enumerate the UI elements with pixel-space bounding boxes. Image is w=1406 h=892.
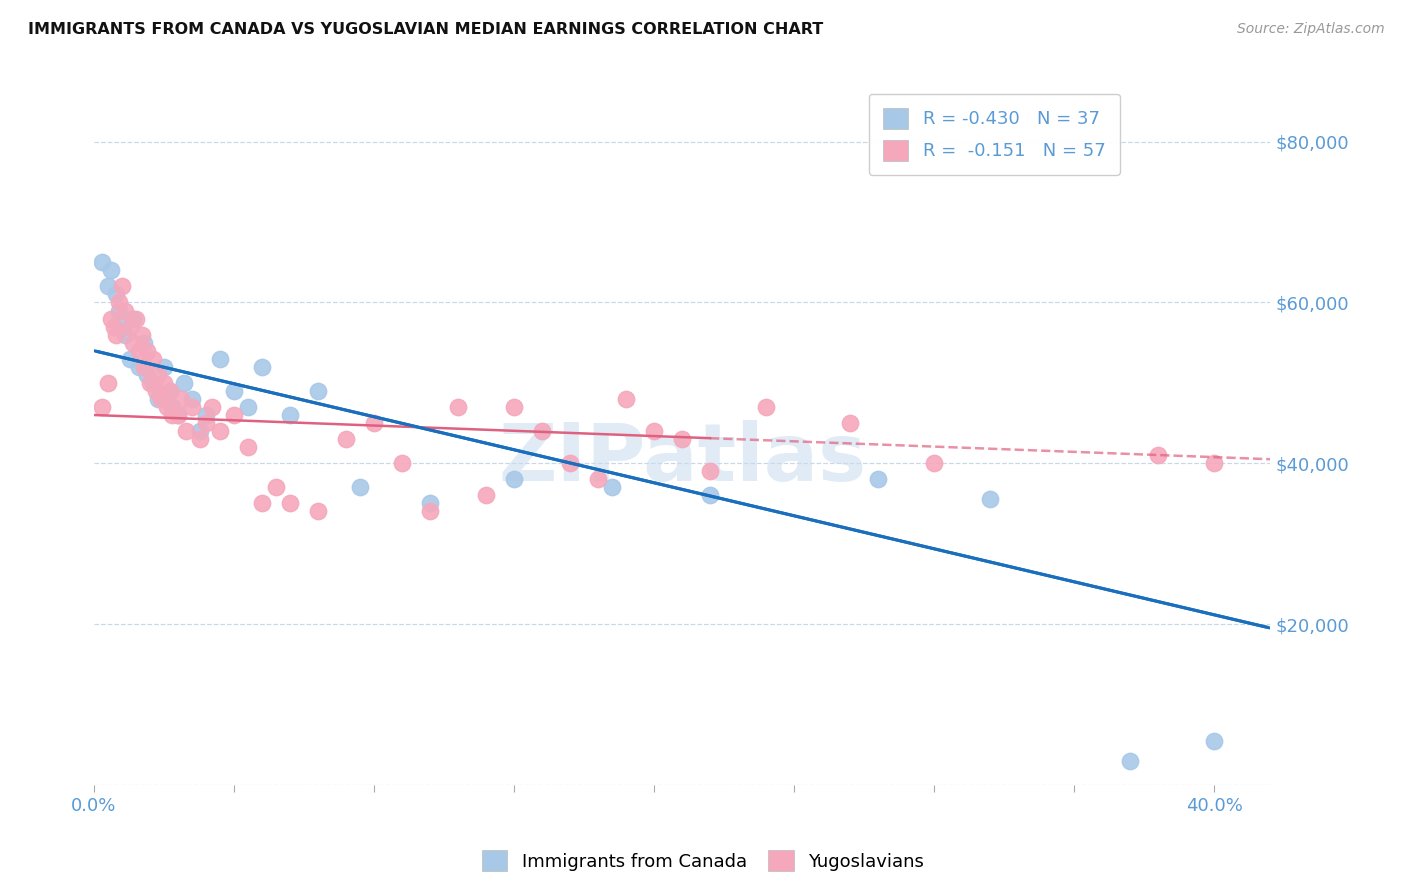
Text: ZIPatlas: ZIPatlas [498, 420, 866, 499]
Point [162, 400, 184, 414]
Point [839, 416, 862, 430]
Point [236, 400, 259, 414]
Legend: Immigrants from Canada, Yugoslavians: Immigrants from Canada, Yugoslavians [475, 843, 931, 879]
Point [111, 279, 134, 293]
Point [170, 392, 193, 406]
Point [156, 400, 179, 414]
Point [391, 456, 413, 470]
Point [188, 424, 211, 438]
Point [503, 472, 526, 486]
Point [699, 488, 721, 502]
Point [108, 303, 131, 318]
Point [586, 472, 609, 486]
Point [208, 424, 231, 438]
Point [91, 255, 114, 269]
Point [349, 480, 371, 494]
Point [105, 327, 128, 342]
Point [278, 496, 301, 510]
Point [363, 416, 385, 430]
Point [134, 359, 156, 374]
Point [162, 408, 184, 422]
Point [250, 359, 273, 374]
Point [1147, 448, 1170, 462]
Point [1204, 733, 1226, 747]
Point [600, 480, 623, 494]
Point [671, 432, 693, 446]
Point [222, 384, 245, 398]
Point [100, 263, 122, 277]
Point [173, 376, 195, 390]
Text: IMMIGRANTS FROM CANADA VS YUGOSLAVIAN MEDIAN EARNINGS CORRELATION CHART: IMMIGRANTS FROM CANADA VS YUGOSLAVIAN ME… [28, 22, 824, 37]
Point [531, 424, 554, 438]
Point [91, 400, 114, 414]
Point [176, 424, 198, 438]
Point [1119, 754, 1142, 768]
Point [148, 392, 170, 406]
Point [142, 376, 165, 390]
Text: Source: ZipAtlas.com: Source: ZipAtlas.com [1237, 22, 1385, 37]
Point [419, 504, 441, 518]
Point [699, 464, 721, 478]
Point [643, 424, 665, 438]
Point [200, 400, 222, 414]
Point [614, 392, 637, 406]
Point [131, 327, 153, 342]
Point [181, 392, 204, 406]
Point [103, 319, 125, 334]
Point [503, 400, 526, 414]
Point [419, 496, 441, 510]
Point [128, 359, 150, 374]
Point [122, 311, 145, 326]
Point [194, 408, 217, 422]
Point [128, 343, 150, 358]
Point [97, 376, 120, 390]
Point [208, 351, 231, 366]
Point [755, 400, 778, 414]
Point [236, 440, 259, 454]
Point [868, 472, 890, 486]
Point [97, 279, 120, 293]
Point [307, 504, 329, 518]
Point [108, 295, 131, 310]
Point [148, 368, 170, 382]
Point [1204, 456, 1226, 470]
Legend: R = -0.430   N = 37, R =  -0.151   N = 57: R = -0.430 N = 37, R = -0.151 N = 57 [869, 94, 1121, 175]
Point [125, 311, 148, 326]
Point [139, 376, 162, 390]
Point [136, 368, 159, 382]
Point [120, 351, 142, 366]
Point [188, 432, 211, 446]
Point [134, 335, 156, 350]
Point [153, 376, 176, 390]
Point [159, 384, 181, 398]
Point [145, 384, 167, 398]
Point [250, 496, 273, 510]
Point [114, 303, 136, 318]
Point [105, 287, 128, 301]
Point [335, 432, 357, 446]
Point [120, 319, 142, 334]
Point [114, 327, 136, 342]
Point [167, 408, 190, 422]
Point [111, 319, 134, 334]
Point [136, 343, 159, 358]
Point [979, 492, 1001, 507]
Point [100, 311, 122, 326]
Point [150, 392, 173, 406]
Point [278, 408, 301, 422]
Point [264, 480, 287, 494]
Point [558, 456, 581, 470]
Point [222, 408, 245, 422]
Point [167, 408, 190, 422]
Point [142, 351, 165, 366]
Point [153, 359, 176, 374]
Point [159, 384, 181, 398]
Point [307, 384, 329, 398]
Point [475, 488, 498, 502]
Point [922, 456, 945, 470]
Point [447, 400, 470, 414]
Point [181, 400, 204, 414]
Point [122, 335, 145, 350]
Point [194, 416, 217, 430]
